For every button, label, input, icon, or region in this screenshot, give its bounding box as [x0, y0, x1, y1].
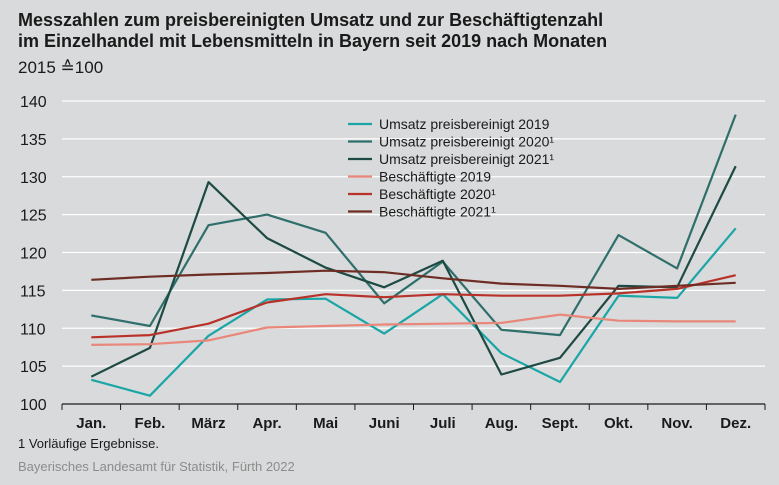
series-line-2 — [91, 114, 737, 337]
footnote: 1 Vorläufige Ergebnisse. — [18, 436, 159, 451]
legend-label-3: Umsatz preisbereinigt 2021¹ — [379, 151, 554, 167]
x-tick-label: Dez. — [720, 415, 751, 432]
y-tick-105: 105 — [20, 359, 47, 376]
legend-label-6: Beschäftigte 2021¹ — [379, 204, 496, 220]
chart-subtitle: 2015 ≙100 — [18, 58, 104, 77]
chart-title-line-2: im Einzelhandel mit Lebensmitteln in Bay… — [18, 31, 608, 51]
legend-label-4: Beschäftigte 2019 — [379, 169, 491, 185]
x-tick-label: Apr. — [252, 415, 281, 432]
series-line-5 — [91, 274, 736, 339]
x-tick-labels: Jan. Feb. März Apr. Mai Juni Juli Aug. Sept. Okt.… — [76, 415, 751, 432]
x-tick-label: März — [191, 415, 225, 432]
y-tick-115: 115 — [20, 283, 46, 300]
legend-label-5: Beschäftigte 2020¹ — [379, 186, 496, 202]
x-tick-label: Mai — [313, 415, 338, 432]
series-line-1 — [91, 227, 737, 397]
y-tick-120: 120 — [20, 246, 47, 263]
grid-lines — [62, 100, 765, 367]
x-tick-label: Juni — [369, 415, 400, 432]
y-tick-labels: 100 105 110 115 120 125 130 135 140 — [20, 94, 47, 414]
legend-label-2: Umsatz preisbereinigt 2020¹ — [379, 134, 554, 150]
y-tick-140: 140 — [20, 94, 47, 111]
series-line-6 — [91, 269, 736, 290]
y-tick-130: 130 — [20, 170, 47, 187]
x-tick-label: Jan. — [76, 415, 106, 432]
x-tick-label: Nov. — [661, 415, 692, 432]
series-lines — [90, 114, 737, 397]
x-tick-label: Okt. — [604, 415, 633, 432]
y-tick-135: 135 — [20, 132, 47, 149]
axes — [61, 403, 766, 410]
series-line-3 — [90, 165, 737, 378]
y-tick-110: 110 — [20, 321, 46, 338]
chart-title: Messzahlen zum preisbereinigten Umsatz u… — [18, 10, 768, 52]
x-tick-label: Juli — [430, 415, 456, 432]
source-note: Bayerisches Landesamt für Statistik, Für… — [18, 459, 295, 474]
x-tick-label: Feb. — [134, 415, 165, 432]
x-tick-label: Sept. — [542, 415, 579, 432]
legend-label-1: Umsatz preisbereinigt 2019 — [379, 116, 550, 132]
chart-title-line-1: Messzahlen zum preisbereinigten Umsatz u… — [18, 10, 604, 30]
legend: Umsatz preisbereinigt 2019 Umsatz preisbe… — [348, 116, 554, 220]
series-line-4 — [91, 313, 736, 346]
x-tick-label: Aug. — [485, 415, 518, 432]
y-tick-125: 125 — [20, 208, 47, 225]
y-tick-100: 100 — [20, 397, 47, 414]
